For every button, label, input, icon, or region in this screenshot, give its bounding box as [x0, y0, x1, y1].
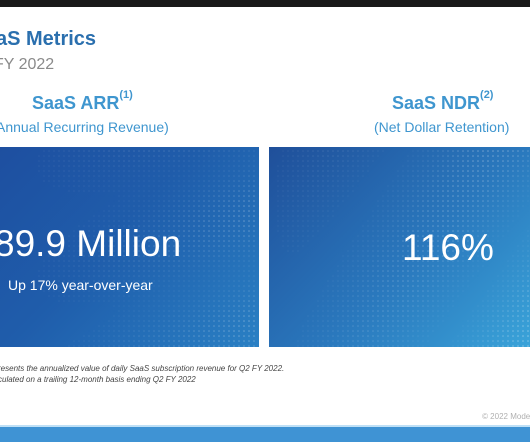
ndr-value: 116% — [402, 227, 494, 268]
ndr-footnote-marker: (2) — [480, 89, 494, 101]
footnote-2: culated on a trailing 12-month basis end… — [0, 375, 196, 384]
dot-pattern-left — [38, 150, 255, 347]
ndr-heading: SaaS NDR(2) — [392, 89, 493, 114]
slide-title: aS Metrics — [0, 28, 97, 50]
arr-value: 89.9 Million — [0, 223, 182, 264]
ndr-caption: (Net Dollar Retention) — [374, 119, 510, 135]
arr-heading-label: SaaS ARR — [32, 93, 120, 113]
footnote-1: resents the annualized value of daily Sa… — [0, 364, 285, 373]
arr-panel: 89.9 Million Up 17% year-over-year — [0, 147, 259, 347]
bottom-bar-edge — [0, 425, 530, 427]
ndr-heading-label: SaaS NDR — [392, 93, 481, 113]
arr-footnote-marker: (1) — [119, 89, 133, 101]
dot-pattern-right — [277, 150, 529, 347]
slide-subtitle: FY 2022 — [0, 56, 55, 73]
arr-growth: Up 17% year-over-year — [8, 277, 153, 293]
copyright: © 2022 Model N — [482, 412, 530, 421]
ndr-panel: 116% — [269, 147, 530, 347]
bottom-bar — [0, 427, 530, 442]
top-border — [0, 0, 530, 7]
arr-caption: Annual Recurring Revenue) — [0, 119, 169, 135]
arr-heading: SaaS ARR(1) — [32, 89, 133, 114]
